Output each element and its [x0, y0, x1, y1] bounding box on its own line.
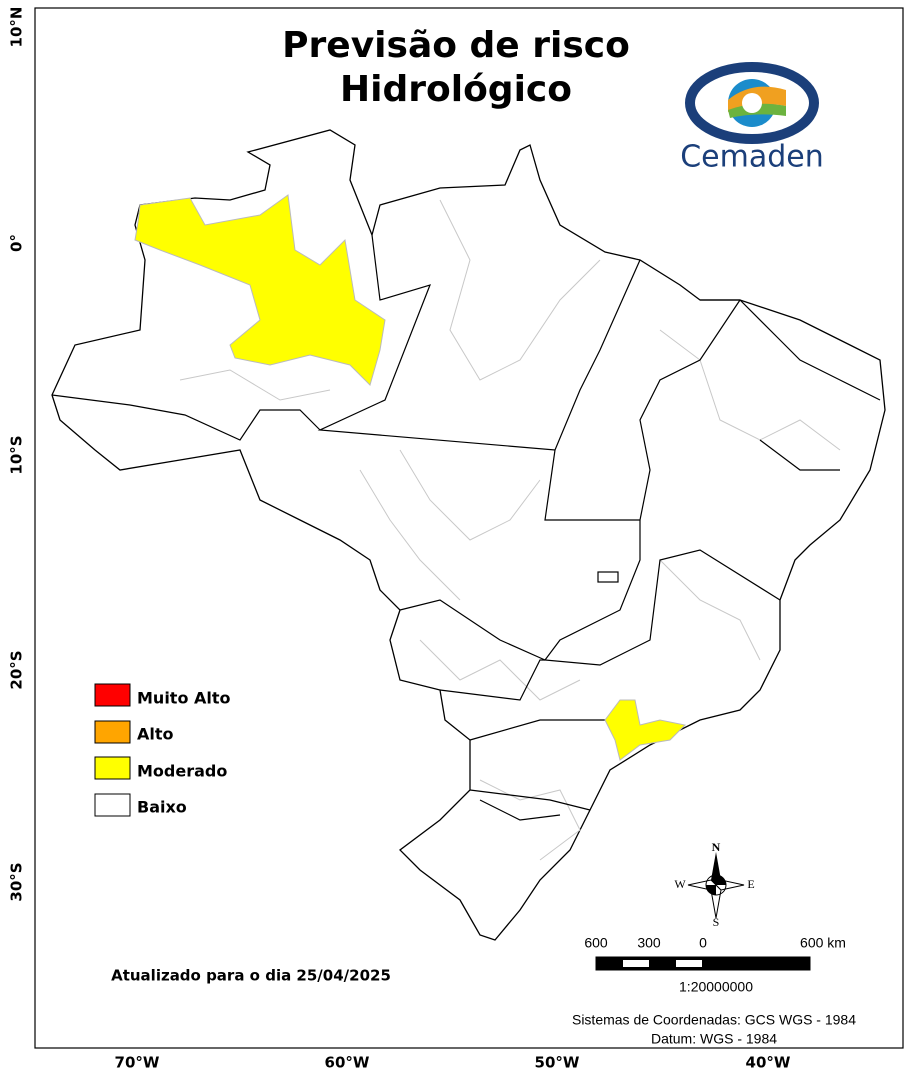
legend-swatch [94, 683, 131, 707]
longitude-label: 70°W [115, 1054, 160, 1072]
compass: N E S W [674, 840, 754, 929]
scale-ratio: 1:20000000 [679, 979, 753, 995]
latitude-label: 10°S [8, 435, 26, 474]
legend-label: Alto [137, 725, 174, 744]
compass-label: S [713, 915, 720, 929]
legend-label: Moderado [137, 762, 227, 781]
longitude-labels: 70°W 60°W 50°W 40°W [115, 1054, 791, 1072]
legend: Muito Alto Alto Moderado Baixo [94, 683, 231, 817]
scale-bar: 600 300 0 600 km 1:20000000 [584, 935, 846, 995]
coordinate-system: Datum: WGS - 1984 [651, 1031, 777, 1047]
legend-label: Baixo [137, 798, 187, 817]
longitude-label: 60°W [325, 1054, 370, 1072]
coordinate-system: Sistemas de Coordenadas: GCS WGS - 1984 [572, 1012, 856, 1028]
updated-date: Atualizado para o dia 25/04/2025 [111, 967, 391, 985]
legend-label: Muito Alto [137, 689, 231, 708]
compass-label: W [674, 877, 686, 891]
legend-swatch [94, 793, 131, 817]
risk-area [134, 194, 386, 386]
legend-swatch [94, 756, 131, 780]
risk-area [604, 699, 687, 761]
scale-label: 300 [637, 935, 661, 951]
logo: Cemaden [680, 62, 824, 175]
legend-swatch [94, 720, 131, 744]
logo-text: Cemaden [680, 140, 824, 175]
state-borders [51, 234, 881, 821]
longitude-label: 40°W [746, 1054, 791, 1072]
latitude-label: 20°S [8, 650, 26, 689]
latitude-label: 30°S [8, 862, 26, 901]
map-title: Previsão de risco [282, 25, 630, 66]
map-title: Hidrológico [340, 69, 572, 110]
longitude-label: 50°W [535, 1054, 580, 1072]
scale-label: 600 [584, 935, 608, 951]
compass-label: E [747, 877, 754, 891]
latitude-label: 0° [8, 234, 26, 252]
scale-label: 0 [699, 935, 707, 951]
region-lines [179, 199, 841, 861]
latitude-labels: 10°N 0° 10°S 20°S 30°S [8, 7, 26, 902]
compass-label: N [712, 840, 721, 854]
scale-label: 600 km [800, 935, 846, 951]
latitude-label: 10°N [8, 7, 26, 48]
